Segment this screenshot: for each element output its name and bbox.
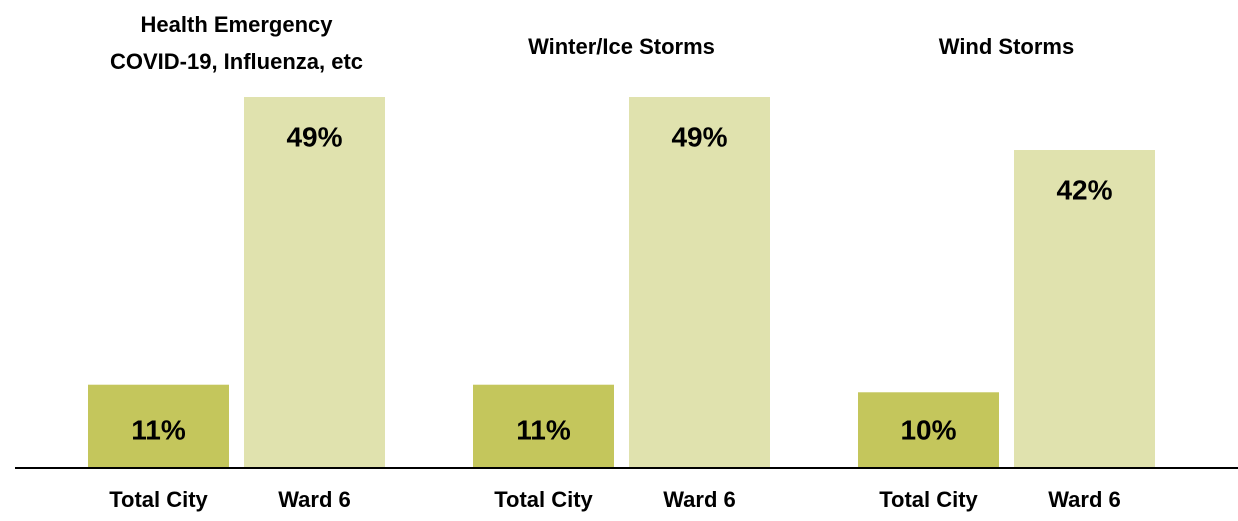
bar — [1014, 150, 1155, 468]
value-label: 49% — [286, 121, 342, 152]
x-tick-label: Ward 6 — [278, 487, 351, 512]
value-label: 49% — [671, 121, 727, 152]
x-tick-label: Ward 6 — [663, 487, 736, 512]
value-label: 42% — [1056, 174, 1112, 205]
x-tick-label: Total City — [879, 487, 978, 512]
value-label: 10% — [900, 414, 956, 445]
group-title: Wind Storms — [938, 34, 1075, 59]
group-title: Winter/Ice Storms — [528, 34, 715, 59]
x-tick-label: Total City — [109, 487, 208, 512]
bar — [473, 384, 614, 468]
group-title: Health Emergency COVID-19, Influenza, et… — [109, 12, 364, 74]
bar — [858, 392, 999, 468]
value-label: 11% — [131, 414, 186, 445]
bar — [244, 97, 385, 468]
x-tick-label: Ward 6 — [1048, 487, 1121, 512]
x-tick-label: Total City — [494, 487, 593, 512]
value-label: 11% — [516, 414, 571, 445]
bar — [629, 97, 770, 468]
bar — [88, 384, 229, 468]
